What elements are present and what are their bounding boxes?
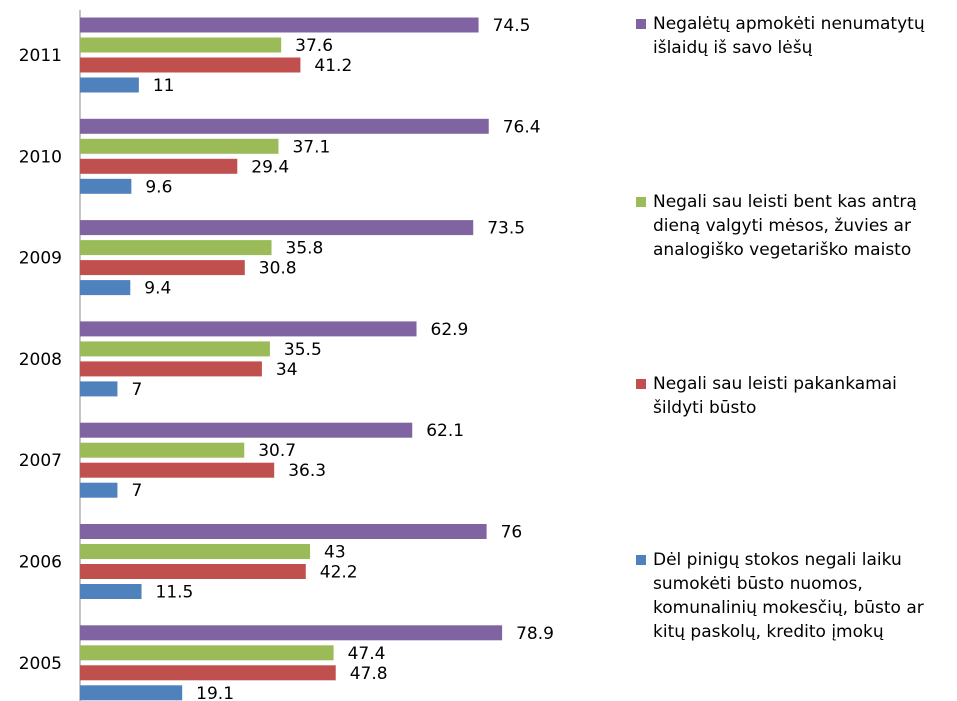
bar (80, 442, 245, 458)
y-tick-label: 2006 (19, 553, 62, 573)
data-label: 47.8 (350, 664, 388, 684)
bar (80, 220, 474, 236)
data-label: 30.7 (258, 441, 296, 461)
legend-label: Negali sau leisti pakankamai šildyti būs… (653, 374, 897, 418)
bar (80, 422, 413, 438)
bar (80, 341, 270, 357)
data-label: 11.5 (156, 583, 194, 603)
bar (80, 138, 279, 154)
bar (80, 158, 238, 174)
y-tick-label: 2010 (19, 147, 62, 167)
data-label: 19.1 (196, 684, 234, 701)
bar (80, 482, 118, 498)
legend-item: Negali sau leisti bent kas antrą dieną v… (636, 190, 951, 262)
bar (80, 57, 301, 73)
data-label: 41.2 (314, 56, 352, 76)
bar (80, 685, 183, 701)
bar (80, 17, 479, 33)
data-label: 9.4 (144, 279, 171, 299)
data-label: 78.9 (516, 624, 554, 644)
data-label: 29.4 (251, 157, 289, 177)
bar (80, 37, 282, 53)
bar (80, 77, 139, 93)
bar (80, 361, 262, 377)
data-label: 43 (324, 543, 346, 563)
legend-swatch (636, 555, 646, 565)
data-label: 37.1 (292, 137, 330, 157)
legend-label: Negali sau leisti bent kas antrą dieną v… (653, 192, 917, 260)
bar (80, 645, 334, 661)
legend-item: Negali sau leisti pakankamai šildyti būs… (636, 372, 951, 420)
bar (80, 118, 489, 134)
y-tick-label: 2007 (19, 451, 62, 471)
data-label: 35.8 (286, 239, 324, 259)
bar (80, 178, 132, 194)
bar (80, 544, 311, 559)
data-label: 42.2 (320, 563, 358, 583)
y-tick-label: 2008 (19, 350, 62, 370)
data-label: 11 (153, 76, 175, 96)
bar (80, 240, 272, 256)
data-label: 73.5 (487, 219, 525, 239)
bar (80, 524, 487, 539)
legend-label: Negalėtų apmokėti nenumatytų išlaidų iš … (653, 14, 925, 58)
data-label: 76 (501, 523, 523, 543)
data-label: 76.4 (503, 117, 541, 137)
legend-item: Dėl pinigų stokos negali laiku sumokėti … (636, 548, 951, 644)
legend-swatch (636, 19, 646, 29)
data-label: 36.3 (288, 461, 326, 481)
data-label: 47.4 (348, 644, 386, 664)
legend-label: Dėl pinigų stokos negali laiku sumokėti … (653, 550, 924, 642)
data-label: 30.8 (259, 259, 297, 279)
bar (80, 665, 336, 681)
y-tick-label: 2011 (19, 46, 62, 66)
y-tick-label: 2005 (19, 654, 62, 674)
bar (80, 462, 275, 478)
legend-item: Negalėtų apmokėti nenumatytų išlaidų iš … (636, 12, 951, 60)
legend-swatch (636, 379, 646, 389)
legend-swatch (636, 197, 646, 207)
data-label: 62.1 (426, 421, 464, 441)
y-tick-label: 2009 (19, 249, 62, 269)
data-label: 7 (131, 380, 142, 400)
data-label: 7 (131, 481, 142, 501)
bar (80, 381, 118, 397)
bar (80, 564, 306, 579)
bar (80, 280, 131, 296)
data-label: 37.6 (295, 36, 333, 56)
bar (80, 625, 503, 641)
bar (80, 584, 142, 599)
data-label: 9.6 (145, 177, 172, 197)
data-label: 35.5 (284, 340, 322, 360)
data-label: 74.5 (493, 16, 531, 36)
data-label: 34 (276, 360, 298, 380)
bar (80, 260, 245, 276)
bar (80, 321, 417, 337)
data-label: 62.9 (431, 320, 469, 340)
